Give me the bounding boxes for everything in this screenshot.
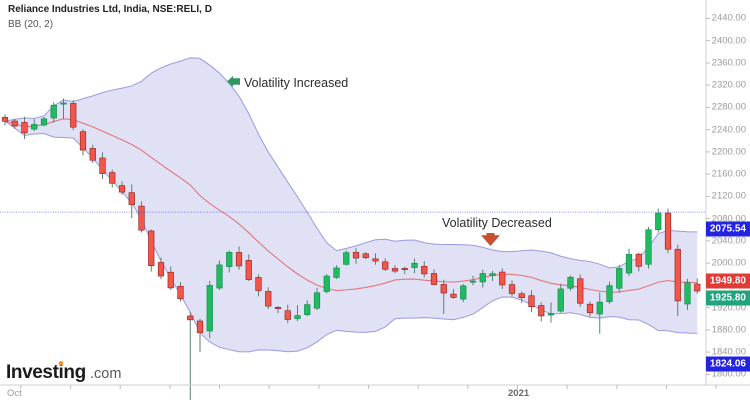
svg-text:Investing: Investing: [6, 362, 86, 383]
svg-text:.com: .com: [90, 366, 121, 382]
